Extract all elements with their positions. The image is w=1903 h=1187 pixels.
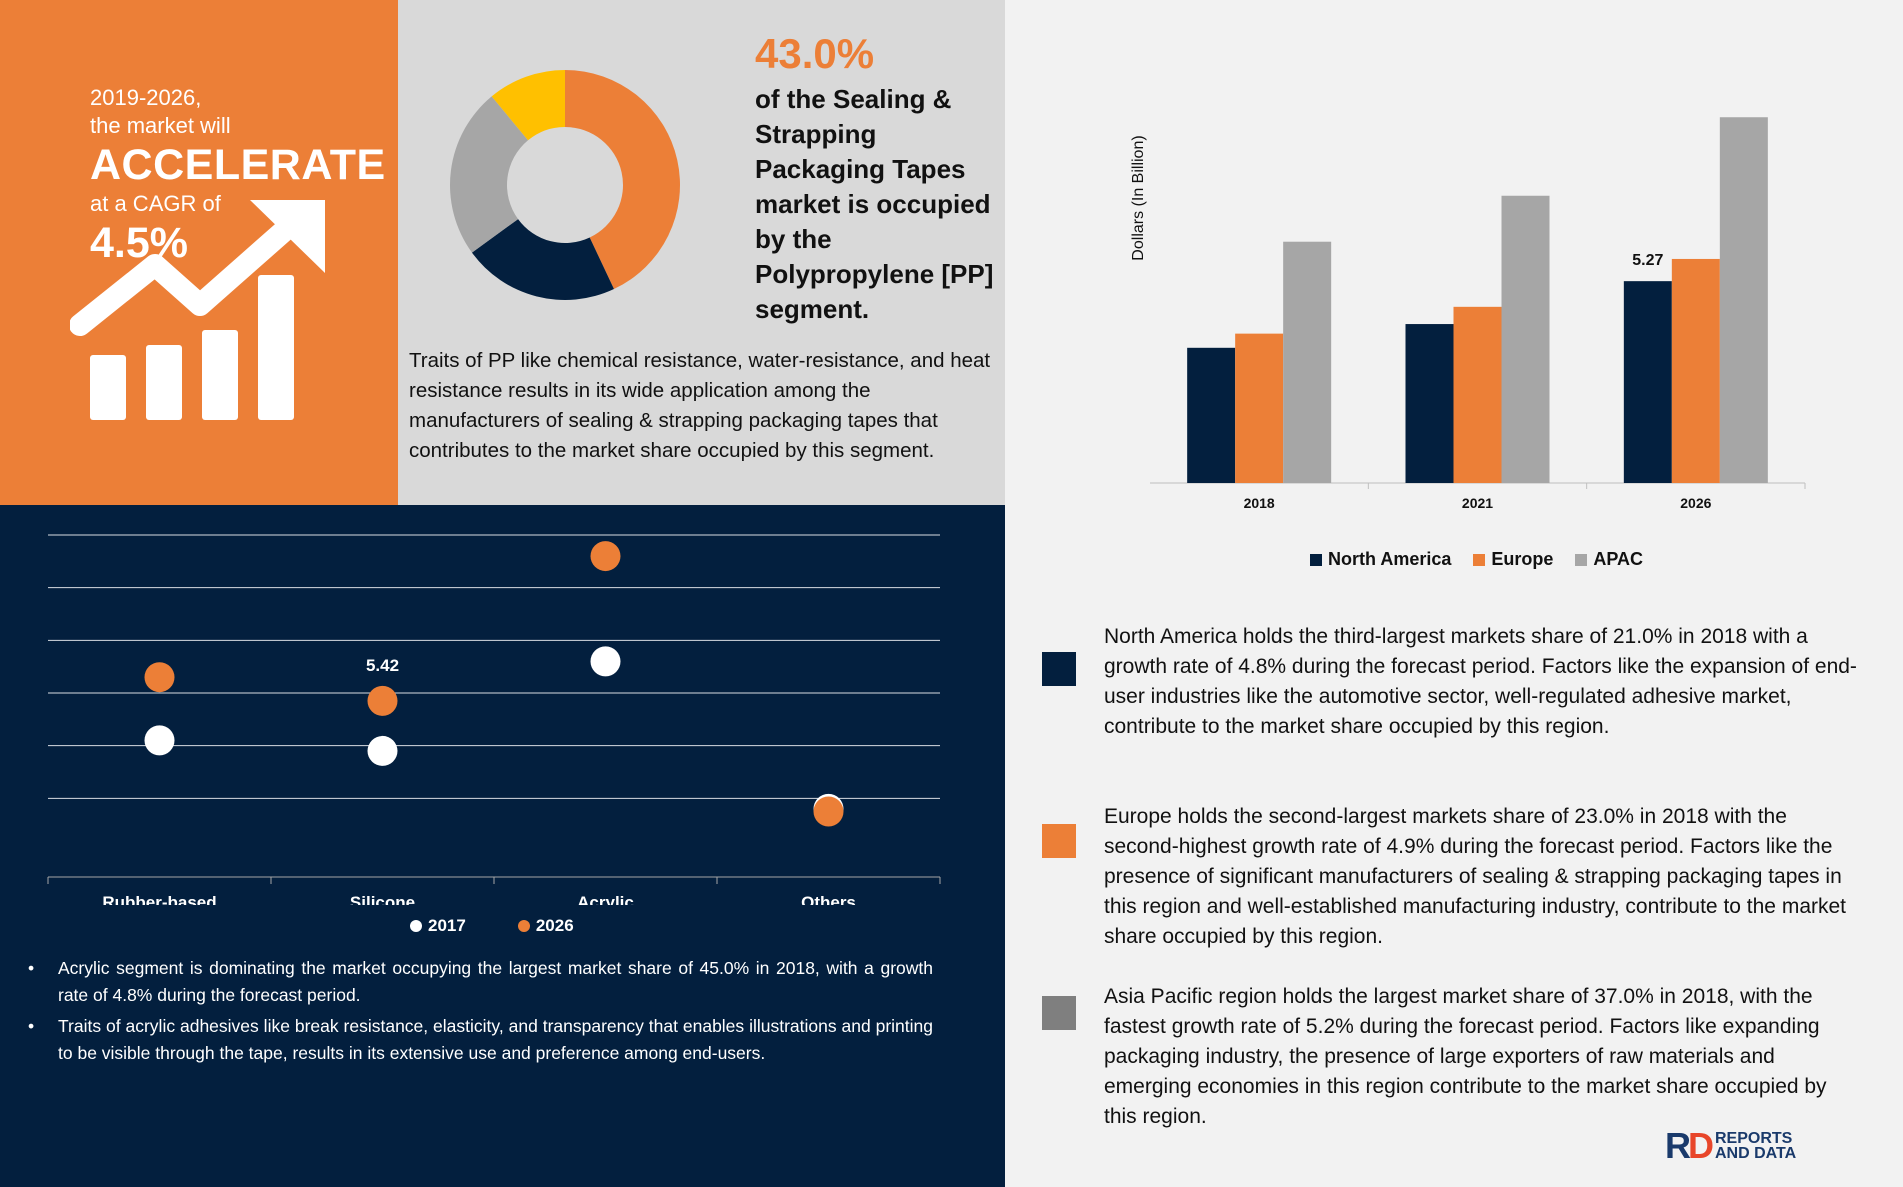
dot-2026-silicone <box>367 685 398 716</box>
legend-label-apac: APAC <box>1593 549 1644 569</box>
legend-label-2017: 2017 <box>428 916 466 935</box>
legend-swatch-apac <box>1575 553 1588 566</box>
bar-north-america-2021 <box>1405 324 1454 483</box>
bar-apac-2018 <box>1283 241 1332 483</box>
product-type-dot-chart: Rubber-based Silicone Acrylic Others 5.42 <box>47 534 941 905</box>
pp-share-percent: 43.0% <box>755 30 875 77</box>
dot-2026-others <box>813 796 844 827</box>
region-swatch-europe <box>1042 824 1076 858</box>
dot-chart-data-label: 5.42 <box>366 656 399 675</box>
bar-europe-2018 <box>1235 333 1284 483</box>
dot-chart-tick-label: Others <box>801 893 856 905</box>
bar-apac-2021 <box>1501 195 1550 483</box>
bullet-item: • Traits of acrylic adhesives like break… <box>28 1013 933 1067</box>
dot-chart-tick-label: Silicone <box>350 893 415 905</box>
donut-slice-3 <box>450 96 529 253</box>
legend-swatch-europe <box>1473 553 1486 566</box>
bullet-mark: • <box>28 1016 35 1036</box>
legend-label-2026: 2026 <box>535 916 574 935</box>
dot-2017-acrylic <box>590 646 621 677</box>
legend-item-north-america: North America <box>1310 549 1451 570</box>
bar-north-america-2018 <box>1187 347 1236 483</box>
hero-headline: ACCELERATE <box>90 141 386 189</box>
bullet-text: Acrylic segment is dominating the market… <box>58 958 933 1005</box>
legend-swatch-2026 <box>517 920 530 932</box>
donut-slice-2 <box>471 219 614 300</box>
dot-2017-rubber-based <box>144 725 175 756</box>
dot-2026-acrylic <box>590 541 621 572</box>
legend-item-2017: 2017 <box>410 916 466 936</box>
dot-chart-tick-label: Rubber-based <box>102 893 216 905</box>
region-text-europe: Europe holds the second-largest markets … <box>1104 805 1847 948</box>
bar-chart-tick-label: 2018 <box>1244 495 1275 511</box>
bar-chart-y-axis-label: Dollars (In Billion) <box>1130 135 1147 260</box>
acrylic-bullets: • Acrylic segment is dominating the mark… <box>28 955 933 1071</box>
hero-line-1: 2019-2026, <box>90 85 202 110</box>
bar-europe-2021 <box>1453 306 1502 483</box>
legend-item-2026: 2026 <box>517 916 574 936</box>
logo-mark-d: D <box>1688 1125 1714 1166</box>
dot-chart-tick-label: Acrylic <box>577 893 634 905</box>
logo-text: REPORTS AND DATA <box>1715 1130 1797 1162</box>
logo-line-2: AND DATA <box>1715 1145 1797 1162</box>
dot-2026-rubber-based <box>144 662 175 693</box>
bar-europe-2026 <box>1671 258 1720 483</box>
regional-bar-chart: Dollars (In Billion) 2018 2021 2026 5.27 <box>1130 117 1806 511</box>
product-type-panel <box>0 505 1005 1187</box>
dot-2017-silicone <box>367 735 398 766</box>
legend-swatch-2017 <box>410 920 422 932</box>
logo-mark-r: R <box>1665 1125 1691 1166</box>
bar-chart-tick-label: 2021 <box>1462 495 1493 511</box>
legend-item-apac: APAC <box>1575 549 1643 570</box>
hero-cagr: 4.5% <box>90 219 189 267</box>
hero-panel: 2019-2026, the market will ACCELERATE at… <box>0 0 398 505</box>
bar-chart-legend: North America Europe APAC <box>1310 549 1643 570</box>
pp-traits-text: Traits of PP like chemical resistance, w… <box>409 349 991 462</box>
bar-chart-tick-label: 2026 <box>1680 495 1711 511</box>
legend-item-europe: Europe <box>1473 549 1553 570</box>
pp-share-description: of the Sealing & Strapping Packaging Tap… <box>755 84 994 324</box>
logo-mark: RD <box>1665 1125 1714 1166</box>
hero-line-2: the market will <box>90 113 231 138</box>
logo-line-1: REPORTS <box>1715 1130 1793 1147</box>
donut-slice-1 <box>565 70 680 290</box>
region-text-apac: Asia Pacific region holds the largest ma… <box>1104 985 1827 1128</box>
bullet-text: Traits of acrylic adhesives like break r… <box>58 1016 933 1063</box>
legend-swatch-north-america <box>1310 553 1322 566</box>
legend-label-north-america: North America <box>1328 549 1452 569</box>
hero-text: 2019-2026, the market will ACCELERATE at… <box>90 84 386 268</box>
dot-chart-legend: 2017 2026 <box>410 916 574 936</box>
bar-apac-2026 <box>1719 117 1768 484</box>
region-swatch-apac <box>1042 996 1076 1030</box>
hero-line-3: at a CAGR of <box>90 191 221 216</box>
donut-slice-4 <box>491 70 565 141</box>
bullet-item: • Acrylic segment is dominating the mark… <box>28 955 933 1009</box>
pp-share-donut-chart <box>450 70 680 300</box>
bullet-mark: • <box>28 958 35 978</box>
region-swatch-north-america <box>1042 652 1076 686</box>
growth-chart-icon <box>70 200 325 420</box>
bar-chart-data-label: 5.27 <box>1632 252 1663 269</box>
bar-north-america-2026 <box>1623 281 1672 483</box>
region-text-north-america: North America holds the third-largest ma… <box>1104 625 1857 738</box>
reports-and-data-logo: RD REPORTS AND DATA <box>1665 1128 1796 1164</box>
legend-label-europe: Europe <box>1491 549 1554 569</box>
